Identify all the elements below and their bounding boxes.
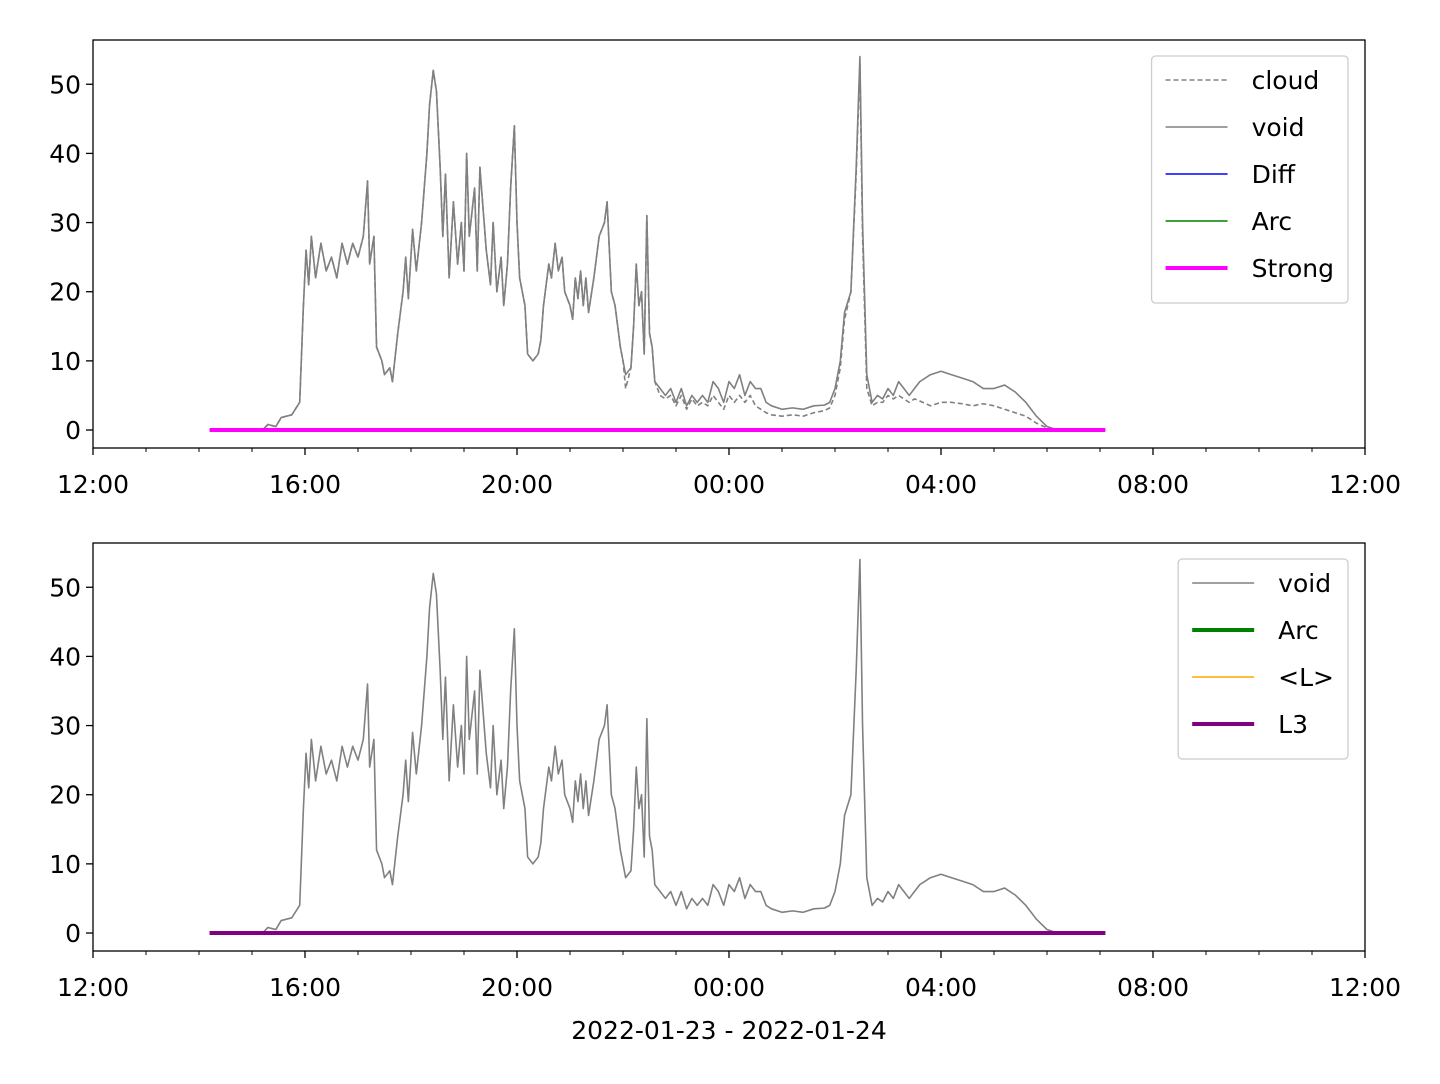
y-tick-label: 10 bbox=[49, 347, 81, 376]
x-tick-label: 20:00 bbox=[481, 973, 553, 1002]
legend-label: Diff bbox=[1252, 160, 1296, 189]
x-tick-label: 12:00 bbox=[57, 470, 129, 499]
x-axis-label: 2022-01-23 - 2022-01-24 bbox=[571, 1016, 887, 1045]
x-tick-label: 00:00 bbox=[693, 973, 765, 1002]
axes-frame bbox=[92, 542, 1366, 952]
x-tick-label: 16:00 bbox=[269, 973, 341, 1002]
y-tick-label: 0 bbox=[65, 919, 81, 948]
x-tick-label: 08:00 bbox=[1117, 470, 1189, 499]
x-tick-label: 04:00 bbox=[905, 470, 977, 499]
legend-label: void bbox=[1252, 113, 1305, 142]
x-tick-label: 08:00 bbox=[1117, 973, 1189, 1002]
y-tick-label: 40 bbox=[49, 139, 81, 168]
x-tick-label: 12:00 bbox=[1329, 973, 1401, 1002]
y-tick-label: 40 bbox=[49, 642, 81, 671]
legend-box bbox=[1150, 55, 1349, 304]
plot-area bbox=[209, 558, 1106, 936]
x-tick-label: 00:00 bbox=[693, 470, 765, 499]
legend-label: Arc bbox=[1278, 616, 1319, 645]
line-series bbox=[209, 55, 1106, 431]
legend-label: L3 bbox=[1278, 710, 1308, 739]
x-tick-label: 16:00 bbox=[269, 470, 341, 499]
legend-box bbox=[1177, 558, 1349, 760]
plot-area bbox=[209, 55, 1106, 433]
legend-label: void bbox=[1278, 569, 1331, 598]
axes-frame bbox=[92, 39, 1366, 449]
y-tick-label: 20 bbox=[49, 278, 81, 307]
y-tick-label: 10 bbox=[49, 850, 81, 879]
legend-label: <L> bbox=[1278, 663, 1334, 692]
y-tick-label: 20 bbox=[49, 781, 81, 810]
legend-label: cloud bbox=[1252, 66, 1320, 95]
x-tick-label: 20:00 bbox=[481, 470, 553, 499]
line-series bbox=[209, 558, 1106, 934]
x-tick-label: 04:00 bbox=[905, 973, 977, 1002]
y-tick-label: 0 bbox=[65, 416, 81, 445]
x-tick-label: 12:00 bbox=[1329, 470, 1401, 499]
legend-label: Strong bbox=[1252, 254, 1334, 283]
y-tick-label: 30 bbox=[49, 712, 81, 741]
y-tick-label: 50 bbox=[49, 573, 81, 602]
y-tick-label: 30 bbox=[49, 209, 81, 238]
legend-label: Arc bbox=[1252, 207, 1293, 236]
y-tick-label: 50 bbox=[49, 70, 81, 99]
x-tick-label: 12:00 bbox=[57, 973, 129, 1002]
